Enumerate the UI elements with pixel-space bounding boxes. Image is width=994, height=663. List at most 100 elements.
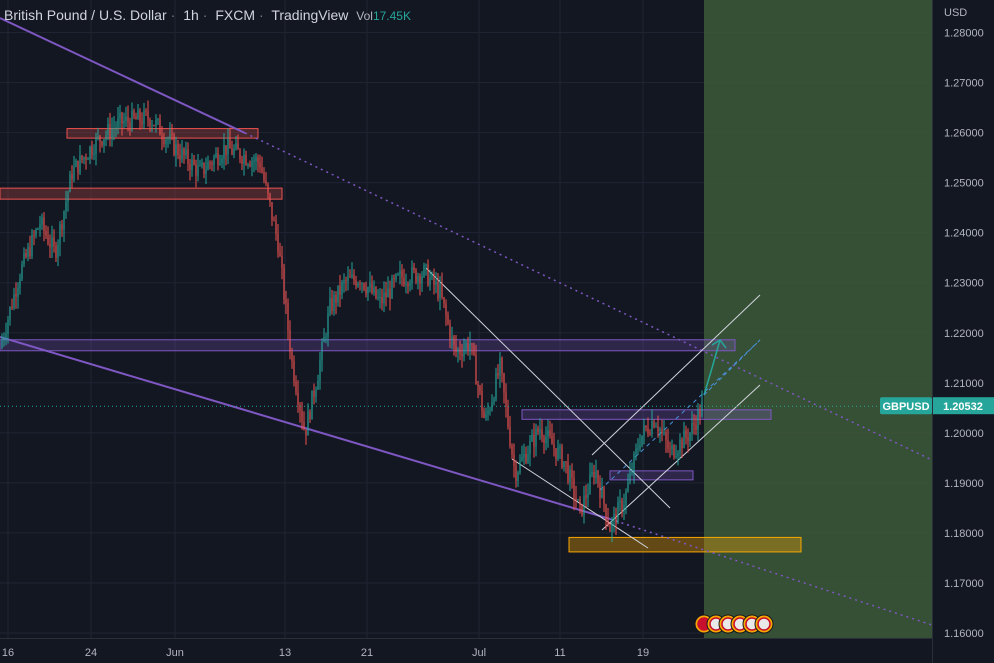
candle — [97, 127, 99, 141]
candle-body — [145, 110, 147, 112]
price-tick-label: 1.21000 — [944, 378, 984, 390]
pivot-zone[interactable] — [521, 409, 772, 420]
price-tick-label: 1.26000 — [944, 128, 984, 140]
rising-channel-upper[interactable] — [591, 294, 761, 456]
candle — [117, 106, 119, 135]
candle-body — [627, 482, 629, 492]
candle-body — [189, 163, 191, 171]
candle-body — [253, 160, 255, 162]
interval-label[interactable]: 1h — [183, 7, 199, 23]
candle-body — [355, 280, 357, 287]
candle-body — [143, 110, 145, 125]
candle — [557, 439, 559, 462]
candle-body — [195, 164, 197, 176]
pivot-zone[interactable] — [609, 470, 694, 481]
candle — [307, 403, 309, 436]
candle-body — [451, 336, 453, 340]
candle-body — [457, 349, 459, 352]
candle — [353, 269, 355, 286]
candle-body — [169, 133, 171, 140]
candle — [19, 273, 21, 295]
last-price-tag[interactable] — [933, 397, 994, 415]
candle-body — [479, 386, 481, 392]
resistance-zone[interactable] — [0, 187, 283, 200]
candle — [627, 473, 629, 493]
time-tick-label: 16 — [2, 647, 14, 659]
candle-body — [353, 274, 355, 281]
descending-trendline-upper[interactable] — [0, 17, 246, 134]
candle-body — [691, 423, 693, 434]
candle — [93, 144, 95, 160]
candle — [691, 410, 693, 441]
candle — [655, 422, 657, 428]
candle — [553, 432, 555, 457]
candle — [269, 192, 271, 207]
candle — [537, 425, 539, 436]
candle — [653, 419, 655, 429]
candle-body — [55, 245, 57, 258]
candle-body — [109, 124, 111, 139]
candle-body — [615, 513, 617, 524]
falling-channel-upper[interactable] — [425, 267, 671, 509]
candle-body — [277, 233, 279, 253]
candle-body — [619, 500, 621, 503]
symbol-name[interactable]: British Pound / U.S. Dollar — [4, 7, 167, 23]
candle-body — [659, 429, 661, 432]
candle — [343, 273, 345, 293]
candle — [83, 156, 85, 165]
candle — [137, 103, 139, 120]
descending-trendline-upper-ext — [244, 132, 933, 461]
candle-body — [219, 162, 221, 165]
candle-body — [679, 439, 681, 453]
candle — [351, 262, 353, 279]
candle-body — [507, 406, 509, 427]
candle-body — [685, 430, 687, 438]
pivot-zone[interactable] — [0, 339, 736, 352]
candle — [283, 263, 285, 305]
candle — [381, 288, 383, 311]
symbol-tag[interactable] — [880, 397, 932, 415]
candle-body — [5, 333, 7, 338]
candle-body — [525, 454, 527, 463]
candle — [357, 281, 359, 288]
event-icons[interactable] — [694, 614, 774, 634]
candle — [195, 159, 197, 188]
candle — [329, 287, 331, 317]
time-axis-bg[interactable] — [0, 638, 932, 663]
candle-body — [85, 157, 87, 160]
candle — [379, 288, 381, 309]
candle — [533, 423, 535, 458]
candle — [355, 275, 357, 290]
candle — [319, 351, 321, 390]
price-tick-label: 1.16000 — [944, 628, 984, 640]
candle-body — [537, 428, 539, 433]
candle-body — [193, 159, 195, 165]
candle — [323, 328, 325, 343]
candle-body — [331, 298, 333, 311]
candle — [487, 402, 489, 421]
candle-body — [87, 159, 89, 161]
candle-body — [231, 148, 233, 155]
candle — [543, 434, 545, 454]
projection-zone[interactable] — [704, 0, 932, 638]
candle — [493, 396, 495, 406]
candle — [635, 443, 637, 461]
support-zone[interactable] — [568, 536, 802, 553]
projection-lines: GBPUSD — [0, 338, 932, 415]
candle — [693, 414, 695, 435]
candle — [147, 100, 149, 127]
candle — [87, 156, 89, 161]
candle-body — [243, 155, 245, 164]
candle — [75, 158, 77, 168]
candle-body — [127, 116, 129, 123]
rising-channel-lower[interactable] — [601, 384, 761, 531]
candle — [85, 153, 87, 170]
descending-trendline-lower[interactable] — [0, 336, 611, 520]
price-axis-bg[interactable] — [932, 0, 994, 663]
candle — [77, 160, 79, 180]
candle-body — [179, 155, 181, 160]
candle-body — [377, 297, 379, 299]
candle — [555, 448, 557, 466]
candle — [507, 399, 509, 430]
